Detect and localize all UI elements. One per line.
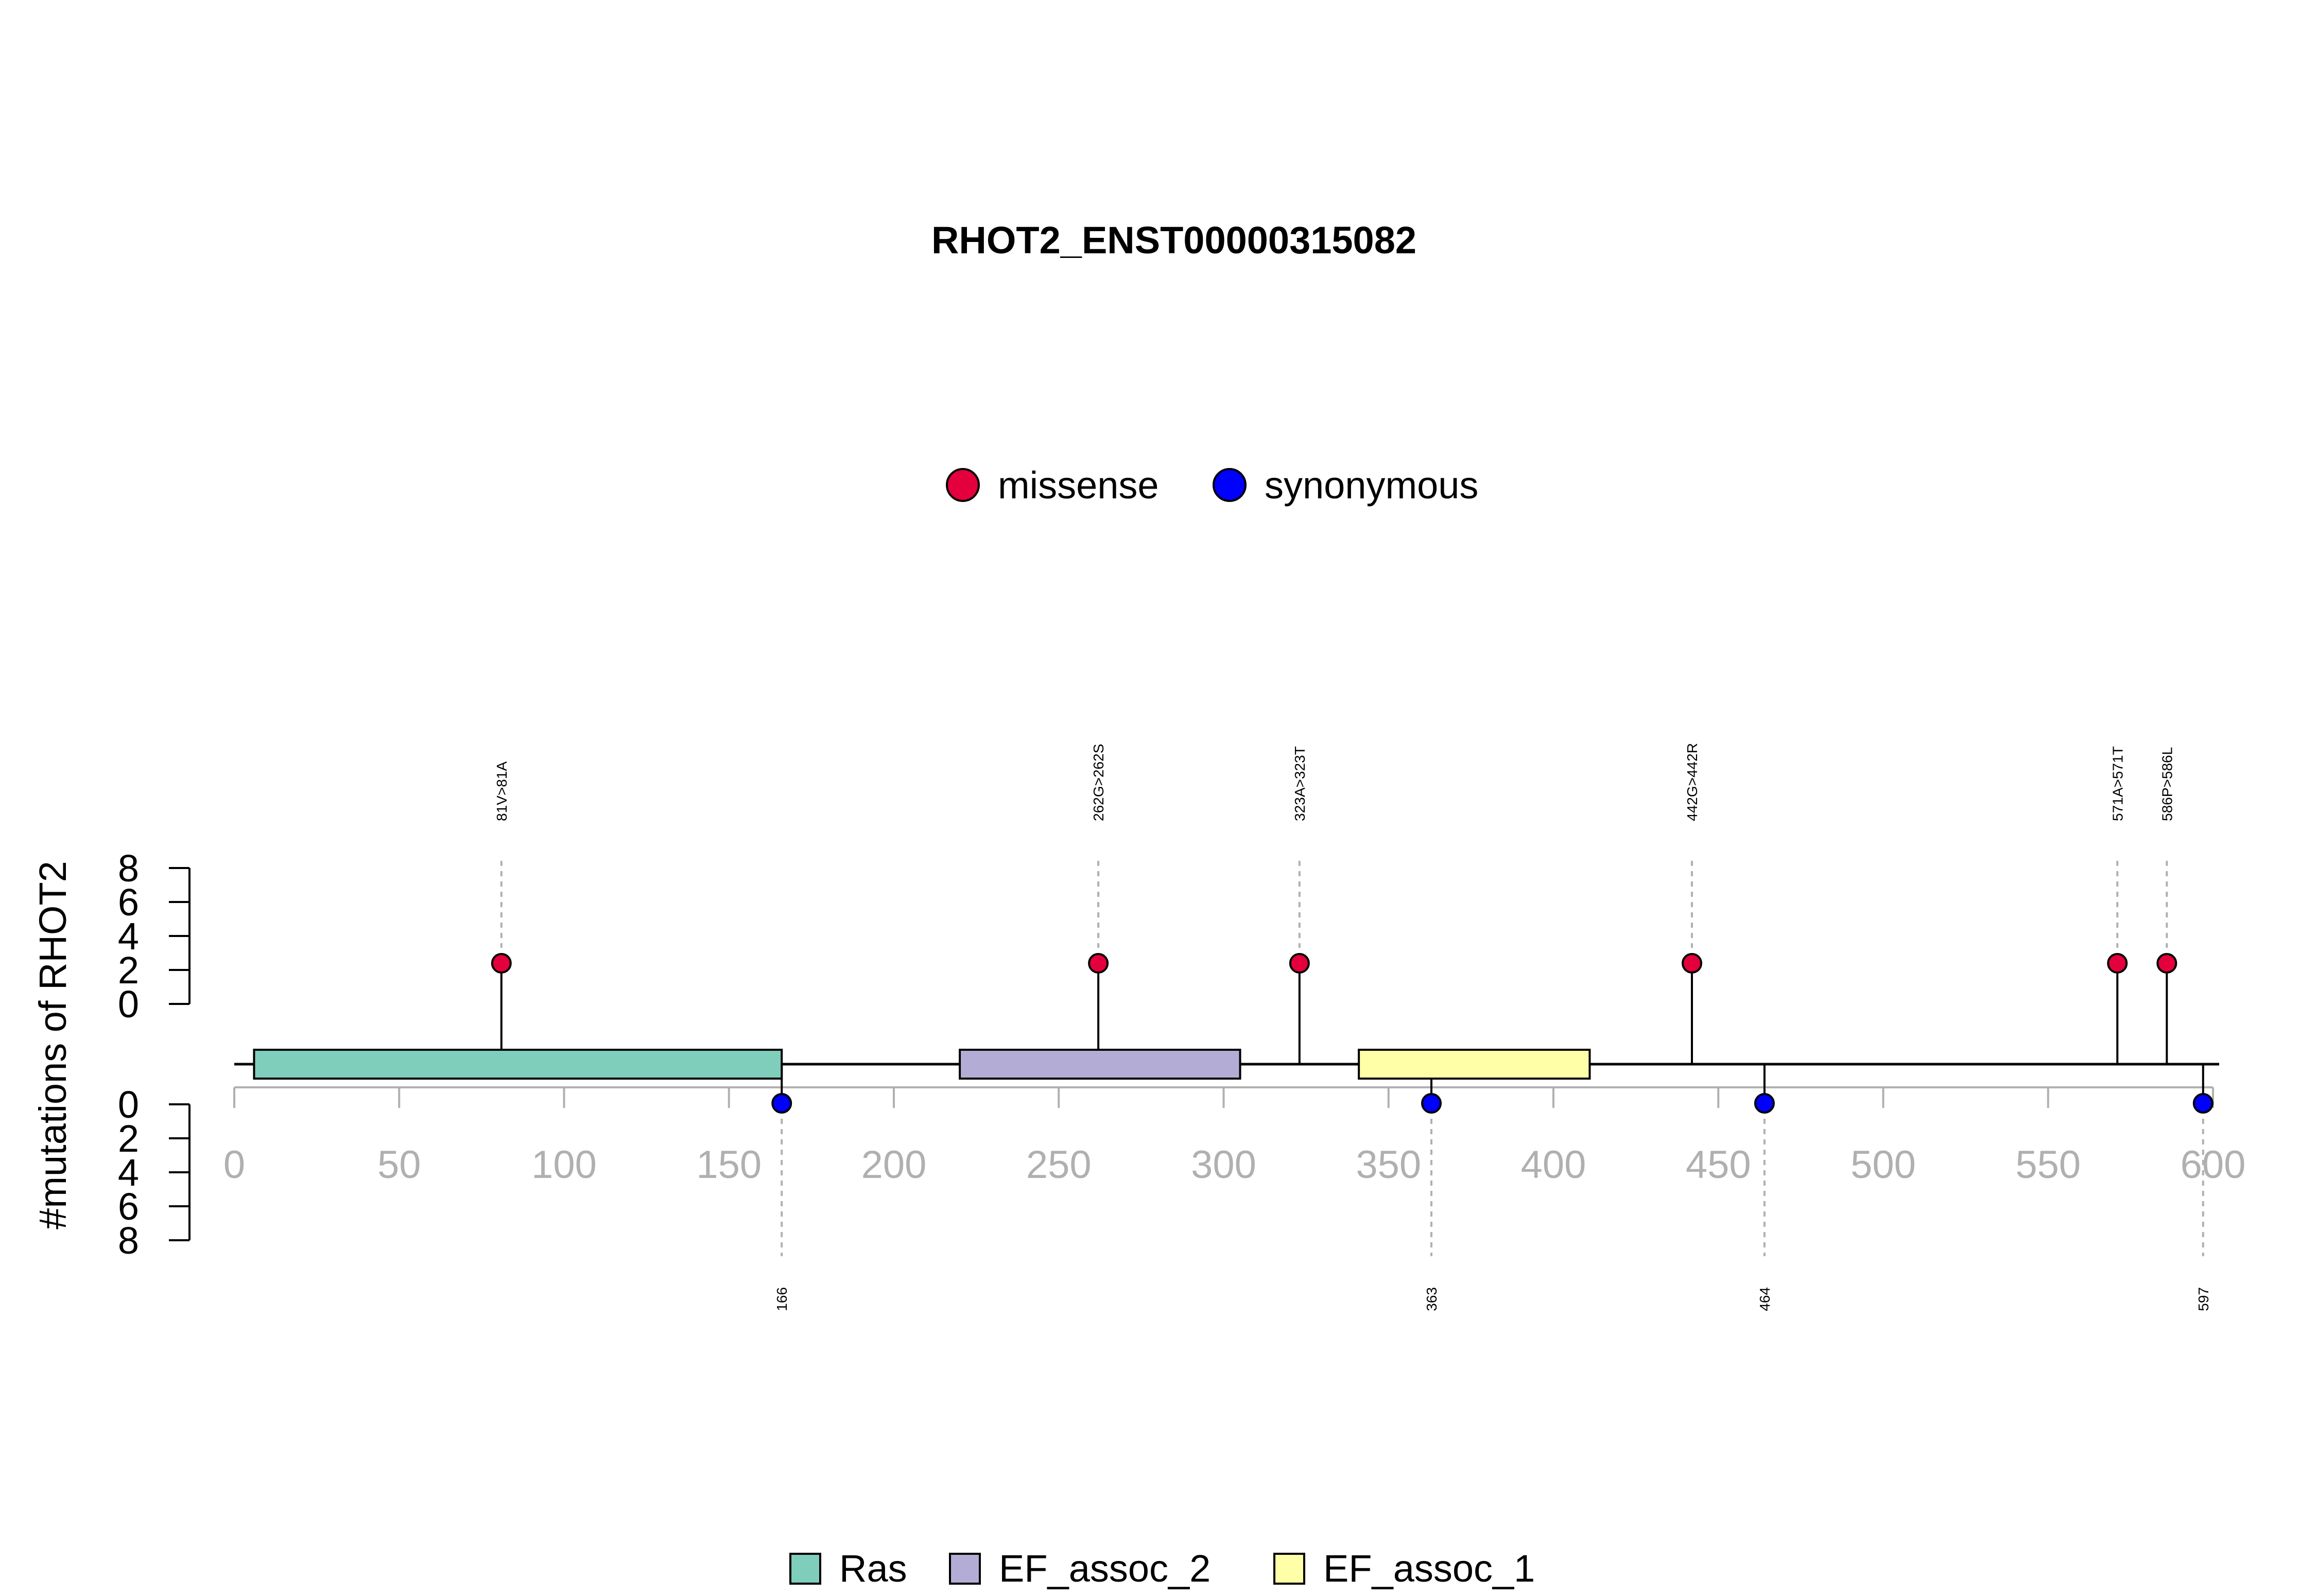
y-tick-label-bottom-0: 0 — [118, 1083, 139, 1126]
x-tick-label-200: 200 — [861, 1143, 927, 1187]
x-tick-label-400: 400 — [1521, 1143, 1586, 1187]
legend-label-Ras: Ras — [839, 1547, 907, 1590]
y-tick-label-bottom-4: 4 — [118, 1151, 139, 1194]
mutation-point-323 — [1289, 953, 1310, 974]
domain-EF_assoc_2 — [959, 1049, 1241, 1080]
y-tick-label-top-6: 6 — [118, 881, 139, 924]
y-tick-label-top-8: 8 — [118, 847, 139, 890]
x-tick-label-150: 150 — [696, 1143, 762, 1187]
mutation-label-571: 571A>571T — [2109, 746, 2125, 821]
mutation-point-262 — [1088, 953, 1109, 974]
y-tick-label-top-0: 0 — [118, 983, 139, 1026]
x-tick-label-0: 0 — [223, 1143, 245, 1187]
chart-title: RHOT2_ENST00000315082 — [931, 219, 1416, 262]
x-tick-label-450: 450 — [1686, 1143, 1751, 1187]
x-tick-label-600: 600 — [2181, 1143, 2246, 1187]
mutation-label-262: 262G>262S — [1091, 744, 1106, 821]
mutation-legend: missense synonymous — [946, 464, 1478, 507]
x-tick-label-300: 300 — [1191, 1143, 1256, 1187]
x-tick-label-100: 100 — [531, 1143, 597, 1187]
mutation-point-571 — [2107, 953, 2128, 974]
x-tick-label-550: 550 — [2015, 1143, 2081, 1187]
mutation-point-166 — [771, 1093, 792, 1114]
mutation-label-81: 81V>81A — [494, 761, 510, 821]
lollipop-stems — [500, 963, 2204, 1103]
guide-lines — [500, 861, 2204, 1256]
mutation-label-442: 442G>442R — [1684, 743, 1700, 821]
legend-label-synonymous: synonymous — [1265, 464, 1478, 507]
x-tick-label-50: 50 — [377, 1143, 421, 1187]
legend-swatch-EF_assoc_2 — [949, 1553, 981, 1585]
legend-swatch-EF_assoc_1 — [1273, 1553, 1305, 1585]
domain-legend: Ras EF_assoc_2 EF_assoc_1 — [789, 1547, 1535, 1590]
mutation-label-363: 363 — [1424, 1287, 1440, 1311]
y-tick-label-top-2: 2 — [118, 949, 139, 992]
y-tick-label-top-4: 4 — [118, 915, 139, 958]
mutation-label-464: 464 — [1757, 1287, 1773, 1311]
x-tick-label-500: 500 — [1851, 1143, 1916, 1187]
mutation-label-586: 586P>586L — [2159, 747, 2175, 821]
y-tick-label-bottom-6: 6 — [118, 1185, 139, 1228]
mutation-point-597 — [2192, 1093, 2214, 1114]
x-tick-label-250: 250 — [1026, 1143, 1092, 1187]
mutation-point-363 — [1421, 1093, 1442, 1114]
legend-swatch-Ras — [789, 1553, 821, 1585]
legend-label-EF_assoc_2: EF_assoc_2 — [999, 1547, 1211, 1590]
legend-marker-synonymous — [1213, 468, 1247, 502]
domain-EF_assoc_1 — [1358, 1049, 1591, 1080]
mutation-point-464 — [1754, 1093, 1775, 1114]
y-axis-label-group: #mutations of RHOT2 — [31, 861, 74, 1229]
y-axis-label: #mutations of RHOT2 — [31, 861, 74, 1229]
mutation-point-586 — [2156, 953, 2177, 974]
legend-label-missense: missense — [998, 464, 1159, 507]
mutation-label-597: 597 — [2195, 1287, 2211, 1311]
mutation-labels: 81V>81A 262G>262S 323A>323T 442G>442R 571A>5… — [494, 743, 2211, 1311]
legend-marker-missense — [946, 468, 980, 502]
protein-domains — [253, 1049, 1591, 1080]
mutation-label-323: 323A>323T — [1292, 746, 1308, 821]
mutation-label-166: 166 — [774, 1287, 790, 1311]
y-tick-label-bottom-8: 8 — [118, 1219, 139, 1262]
x-axis: 0 50 100 150 200 250 300 350 400 450 500 550 600 — [223, 1086, 2246, 1187]
lollipop-points — [491, 953, 2214, 1114]
mutation-point-81 — [491, 953, 512, 974]
y-tick-label-bottom-2: 2 — [118, 1117, 139, 1160]
x-tick-label-350: 350 — [1356, 1143, 1421, 1187]
mutation-point-442 — [1682, 953, 1703, 974]
legend-label-EF_assoc_1: EF_assoc_1 — [1323, 1547, 1535, 1590]
domain-Ras — [253, 1049, 783, 1080]
